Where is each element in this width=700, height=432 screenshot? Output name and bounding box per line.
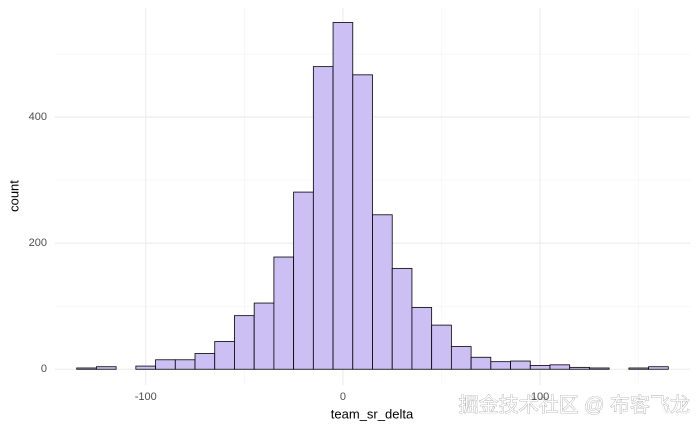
bar <box>431 324 452 370</box>
bar <box>273 256 295 370</box>
bar <box>293 191 314 370</box>
x-axis-title: team_sr_delta <box>331 406 414 421</box>
bar <box>76 367 97 370</box>
bar <box>450 346 472 370</box>
x-tick-label: 100 <box>531 391 549 403</box>
bar <box>510 360 531 370</box>
bar <box>549 364 571 370</box>
bar <box>529 365 551 370</box>
y-tick-label: 400 <box>29 111 47 123</box>
bar <box>96 366 117 370</box>
y-axis-title: count <box>6 180 21 212</box>
bar <box>648 366 669 370</box>
bar <box>135 365 156 370</box>
x-tick-label: -100 <box>135 391 157 403</box>
bar <box>155 359 176 370</box>
bar <box>174 359 196 370</box>
bar <box>214 341 235 370</box>
bar <box>352 74 373 370</box>
y-tick-label: 0 <box>41 363 47 375</box>
bar <box>253 302 275 370</box>
bar <box>589 367 610 370</box>
bar <box>569 366 590 370</box>
x-tick-label: 0 <box>340 391 346 403</box>
y-tick-label: 200 <box>29 237 47 249</box>
bar <box>411 307 433 370</box>
bar <box>312 66 334 370</box>
bar <box>194 353 216 370</box>
bar <box>234 315 255 370</box>
bar <box>391 267 413 370</box>
bar <box>332 22 354 370</box>
bar <box>490 361 511 370</box>
bar <box>470 356 492 370</box>
bar <box>628 367 649 370</box>
bar <box>372 214 393 370</box>
watermark: 掘金技术社区 @ 布客飞龙 <box>459 393 690 416</box>
